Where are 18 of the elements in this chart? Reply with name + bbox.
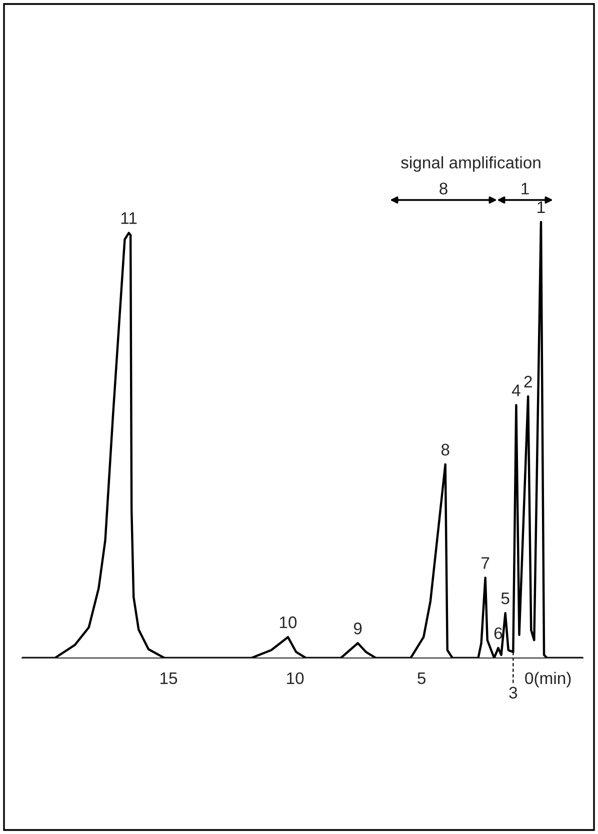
annotation: 3 [509,686,518,699]
annotation: 6 [494,627,502,640]
annotation: 1 [538,202,545,213]
text: 1 [522,182,529,194]
annotation: 11 [121,212,137,224]
x-tick-label: 0(min) [525,672,571,688]
annotation: 9 [354,622,362,634]
annotation: 4 [512,384,520,396]
annotation: 5 [501,592,510,604]
text: signal amplification [401,156,540,172]
x-tick-label: 10 [287,672,304,684]
text: 8 [440,182,448,194]
annotation: 2 [524,376,532,388]
annotation: 10 [280,616,297,628]
annotation: 7 [482,557,490,569]
x-tick-label: 5 [418,672,426,684]
x-tick-label: 15 [160,672,178,684]
annotation: 8 [441,444,450,456]
